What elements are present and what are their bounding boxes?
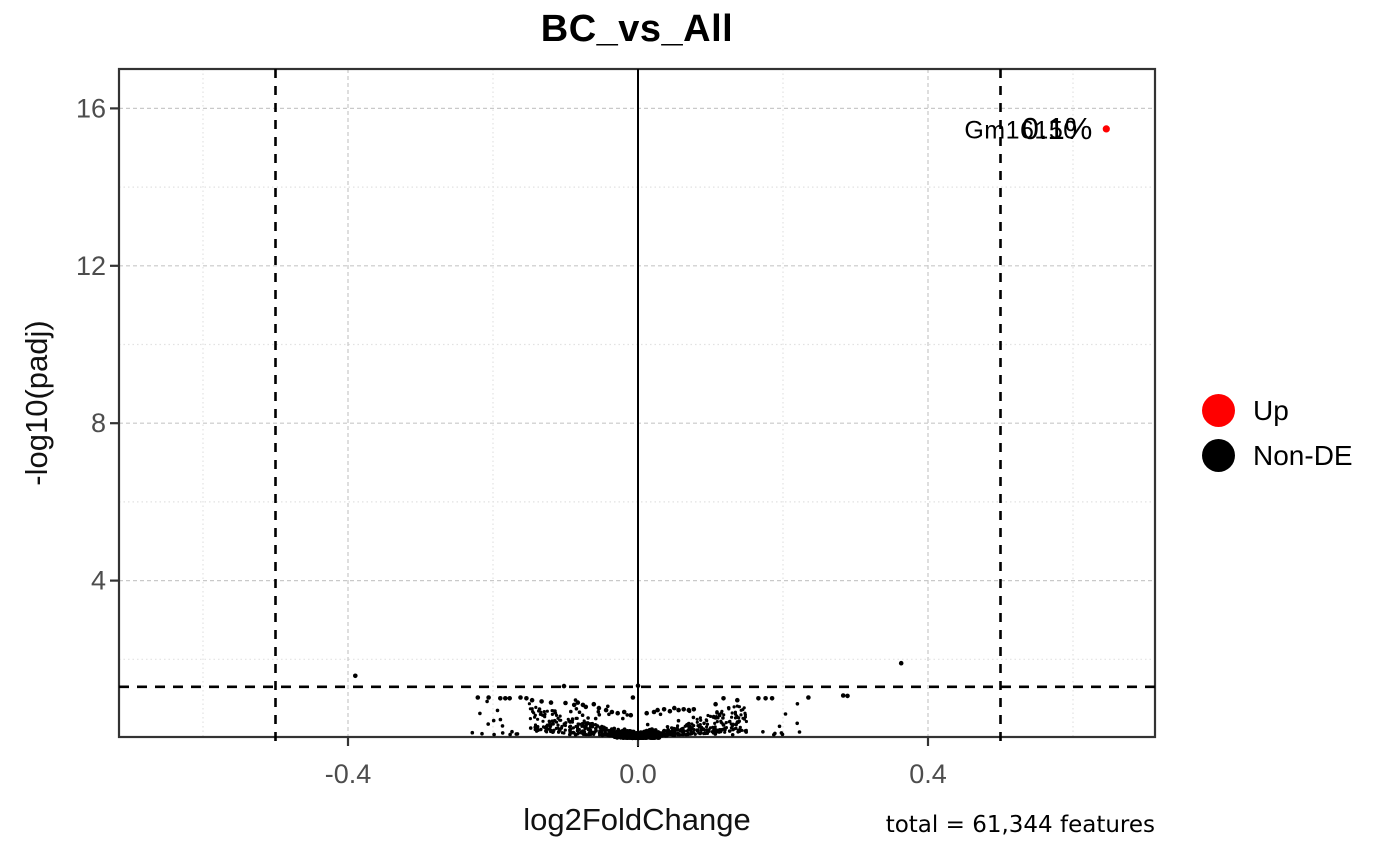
non-de-point: [475, 695, 481, 700]
non-de-point: [735, 697, 740, 703]
non-de-point: [898, 660, 904, 666]
up-regulated-point: [1102, 125, 1110, 133]
legend-swatch-up-icon: [1202, 394, 1235, 427]
non-de-point: [539, 699, 544, 704]
non-de-point: [603, 707, 609, 713]
non-de-point: [486, 695, 491, 700]
axis-ticks: [110, 107, 930, 746]
non-de-point: [507, 696, 512, 701]
non-de-point: [769, 696, 775, 701]
non-de-point: [524, 696, 529, 701]
scatter-points-non-de: [353, 660, 904, 718]
non-de-point: [548, 700, 554, 705]
non-de-point: [575, 700, 581, 705]
non-de-point: [503, 696, 508, 701]
gene-label-annotation: Gm16150: [964, 116, 1078, 145]
non-de-point: [651, 709, 657, 715]
non-de-point: [676, 707, 681, 713]
legend-item-non-de: Non-DE: [1202, 433, 1353, 478]
axis-tick-labels: -0.4 0.0 0.4 4 8 12 16: [76, 93, 947, 789]
non-de-point: [591, 701, 597, 707]
non-de-point: [686, 707, 692, 713]
non-de-point: [571, 702, 577, 708]
non-de-point: [667, 708, 673, 714]
x-tick-label: 0.4: [909, 759, 947, 789]
legend-label-up: Up: [1253, 394, 1289, 426]
non-de-point: [583, 704, 589, 710]
plot-title: BC_vs_All: [540, 8, 734, 50]
non-de-point: [635, 683, 641, 688]
non-de-point: [763, 696, 768, 701]
non-de-point: [644, 710, 649, 716]
x-axis-title: log2FoldChange: [523, 802, 751, 837]
non-de-point: [721, 696, 726, 701]
y-tick-label: 12: [76, 251, 106, 281]
non-de-point: [691, 707, 697, 712]
non-de-point: [661, 707, 667, 712]
non-de-point: [681, 707, 686, 712]
y-tick-label: 16: [76, 93, 106, 123]
non-de-point: [756, 696, 761, 701]
y-tick-label: 4: [91, 566, 106, 596]
legend-swatch-non-de-icon: [1202, 439, 1235, 472]
non-de-point: [621, 709, 627, 715]
total-features-caption: total = 61,344 features: [885, 812, 1155, 838]
non-de-point: [498, 696, 503, 701]
non-de-point: [628, 712, 634, 718]
non-de-point: [561, 683, 567, 689]
non-de-point: [806, 695, 811, 700]
non-de-point: [518, 695, 523, 700]
non-de-point: [672, 705, 677, 711]
non-de-point: [615, 710, 620, 716]
legend-label-non-de: Non-DE: [1253, 439, 1353, 471]
scatter-cloud-non-de: [470, 698, 802, 741]
x-tick-label: -0.4: [325, 759, 372, 789]
non-de-point: [655, 707, 660, 713]
non-de-point: [713, 701, 718, 707]
non-de-point: [630, 695, 636, 700]
non-de-point: [845, 693, 850, 699]
scatter-points-up: [1102, 125, 1110, 133]
non-de-point: [840, 693, 846, 698]
non-de-point: [609, 709, 615, 715]
y-tick-label: 8: [91, 408, 106, 438]
non-de-point: [563, 700, 568, 706]
percent-up-annotation: 0.1%: [1021, 111, 1093, 146]
non-de-point: [353, 673, 358, 679]
y-axis-title: -log10(padj): [19, 320, 54, 486]
legend-item-up: Up: [1202, 388, 1353, 433]
x-tick-label: 0.0: [619, 759, 657, 789]
non-de-point: [596, 705, 602, 711]
non-de-point: [529, 697, 535, 703]
legend: Up Non-DE: [1202, 388, 1353, 478]
reference-lines: [119, 69, 1155, 747]
